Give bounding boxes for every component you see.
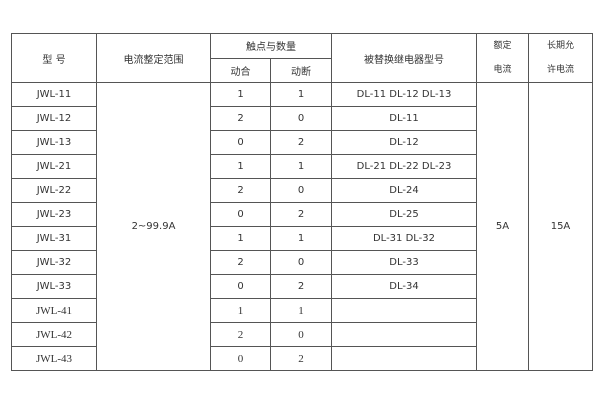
- replaced-cell: DL-24: [331, 178, 477, 203]
- header-current-range: 电流整定范围: [96, 33, 211, 83]
- make-cell: 2: [210, 250, 271, 275]
- model-cell: JWL-23: [11, 202, 97, 227]
- table-row: JWL-43 0 2: [11, 346, 593, 371]
- make-cell: 1: [210, 226, 271, 251]
- replaced-cell: [331, 322, 477, 347]
- model-cell: JWL-11: [11, 82, 97, 107]
- header-longterm-current: 长期允 许电流: [528, 33, 593, 83]
- model-cell: JWL-42: [11, 322, 97, 347]
- break-cell: 1: [270, 226, 332, 251]
- replaced-cell: DL-34: [331, 274, 477, 299]
- header-longterm-line1: 长期允: [546, 41, 574, 51]
- break-cell: 1: [270, 298, 332, 323]
- replaced-cell: [331, 346, 477, 371]
- replaced-cell: DL-31 DL-32: [331, 226, 477, 251]
- break-cell: 2: [270, 274, 332, 299]
- model-cell: JWL-21: [11, 154, 97, 179]
- header-contacts: 触点与数量: [210, 33, 332, 59]
- model-cell: JWL-12: [11, 106, 97, 131]
- break-cell: 1: [270, 154, 332, 179]
- model-cell: JWL-41: [11, 298, 97, 323]
- table-row: JWL-41 1 1: [11, 298, 593, 323]
- model-cell: JWL-13: [11, 130, 97, 155]
- model-cell: JWL-31: [11, 226, 97, 251]
- replaced-cell: DL-21 DL-22 DL-23: [331, 154, 477, 179]
- table-row: JWL-12 2 0 DL-11: [11, 106, 593, 131]
- replaced-cell: DL-11: [331, 106, 477, 131]
- replaced-cell: DL-11 DL-12 DL-13: [331, 82, 477, 107]
- rated-current-cell: 5A: [476, 82, 529, 371]
- model-cell: JWL-33: [11, 274, 97, 299]
- make-cell: 2: [210, 322, 271, 347]
- table-row: JWL-31 1 1 DL-31 DL-32: [11, 226, 593, 251]
- break-cell: 2: [270, 346, 332, 371]
- relay-spec-table: 型 号 电流整定范围 触点与数量 被替换继电器型号 额定电流 长期允许电流 动合…: [11, 33, 593, 371]
- break-cell: 0: [270, 178, 332, 203]
- make-cell: 0: [210, 274, 271, 299]
- make-cell: 1: [210, 298, 271, 323]
- replaced-cell: DL-12: [331, 130, 477, 155]
- current-range-cell: 2~99.9A: [96, 82, 211, 371]
- break-cell: 0: [270, 322, 332, 347]
- header-rated-line1: 额定: [493, 41, 512, 51]
- make-cell: 0: [210, 202, 271, 227]
- table-row: JWL-23 0 2 DL-25: [11, 202, 593, 227]
- header-longterm-line2: 许电流: [546, 65, 574, 75]
- longterm-current-cell: 15A: [528, 82, 593, 371]
- break-cell: 0: [270, 250, 332, 275]
- break-cell: 2: [270, 130, 332, 155]
- break-cell: 0: [270, 106, 332, 131]
- make-cell: 2: [210, 178, 271, 203]
- header-model: 型 号: [11, 33, 97, 83]
- table-row: JWL-42 2 0: [11, 322, 593, 347]
- break-cell: 2: [270, 202, 332, 227]
- table-row: JWL-11 2~99.9A 1 1 DL-11 DL-12 DL-13 5A 15A: [11, 82, 593, 371]
- model-cell: JWL-32: [11, 250, 97, 275]
- replaced-cell: DL-25: [331, 202, 477, 227]
- make-cell: 0: [210, 130, 271, 155]
- table-row: JWL-32 2 0 DL-33: [11, 250, 593, 275]
- header-rated-line2: 电流: [493, 65, 512, 75]
- make-cell: 2: [210, 106, 271, 131]
- break-cell: 1: [270, 82, 332, 107]
- table-row: JWL-21 1 1 DL-21 DL-22 DL-23: [11, 154, 593, 179]
- model-cell: JWL-43: [11, 346, 97, 371]
- header-rated-current: 额定 电流: [476, 33, 529, 83]
- replaced-cell: [331, 298, 477, 323]
- model-cell: JWL-22: [11, 178, 97, 203]
- header-replaced: 被替换继电器型号: [331, 33, 477, 83]
- make-cell: 0: [210, 346, 271, 371]
- table-row: JWL-22 2 0 DL-24: [11, 178, 593, 203]
- header-break: 动断: [270, 57, 332, 83]
- header-make: 动合: [210, 57, 271, 83]
- make-cell: 1: [210, 82, 271, 107]
- make-cell: 1: [210, 154, 271, 179]
- replaced-cell: DL-33: [331, 250, 477, 275]
